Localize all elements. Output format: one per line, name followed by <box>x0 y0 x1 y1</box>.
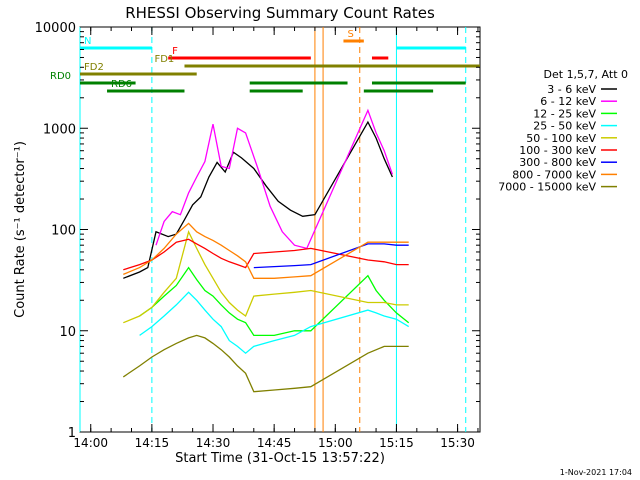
series-line <box>155 108 394 250</box>
x-tick-label: 14:00 <box>73 436 108 450</box>
legend-entry-label: 800 - 7000 keV <box>512 168 596 181</box>
y-tick-label: 10 <box>59 325 76 340</box>
x-tick-label: 15:30 <box>440 436 475 450</box>
annotation-label: N <box>84 36 91 47</box>
series-line <box>139 266 410 337</box>
legend-entry-label: 25 - 50 keV <box>533 120 596 133</box>
annotation-label: S <box>347 29 353 40</box>
legend-entry-label: 100 - 300 keV <box>519 144 596 157</box>
series-line <box>123 222 409 279</box>
legend-entry-label: 7000 - 15000 keV <box>498 181 596 194</box>
annotation-label: FD1 <box>154 54 174 65</box>
series-line <box>123 120 393 279</box>
series-line <box>139 291 410 355</box>
x-tick-label: 15:00 <box>318 436 353 450</box>
x-tick-label: 14:45 <box>257 436 292 450</box>
annotation-label: RD6 <box>111 79 132 90</box>
footer-timestamp: 1-Nov-2021 17:04 <box>559 468 632 477</box>
legend-entry-label: 50 - 100 keV <box>526 132 596 145</box>
series-line <box>123 229 409 324</box>
y-tick-label: 1 <box>68 426 76 441</box>
y-tick-label: 1000 <box>43 122 76 137</box>
annotation-label: FD2 <box>84 62 104 73</box>
legend-entry-label: 12 - 25 keV <box>533 107 596 120</box>
annotation-label: F <box>172 46 178 57</box>
annotation-label: RD0 <box>50 71 71 82</box>
series-line <box>253 243 409 269</box>
y-tick-label: 10000 <box>35 21 76 36</box>
x-axis-label: Start Time (31-Oct-15 13:57:22) <box>175 451 385 466</box>
y-axis-label: Count Rate (s⁻¹ detector⁻¹) <box>13 141 28 318</box>
series-line <box>122 334 409 393</box>
legend-entry-label: 300 - 800 keV <box>519 156 596 169</box>
series-line <box>123 238 409 271</box>
y-tick-label: 100 <box>51 224 76 239</box>
legend-entry-label: 3 - 6 keV <box>547 83 596 96</box>
legend-title: Det 1,5,7, Att 0 <box>544 68 628 81</box>
legend-entry-label: 6 - 12 keV <box>540 95 596 108</box>
x-tick-label: 14:30 <box>196 436 231 450</box>
chart-title: RHESSI Observing Summary Count Rates <box>125 4 435 22</box>
x-tick-label: 15:15 <box>379 436 414 450</box>
x-tick-label: 14:15 <box>135 436 170 450</box>
